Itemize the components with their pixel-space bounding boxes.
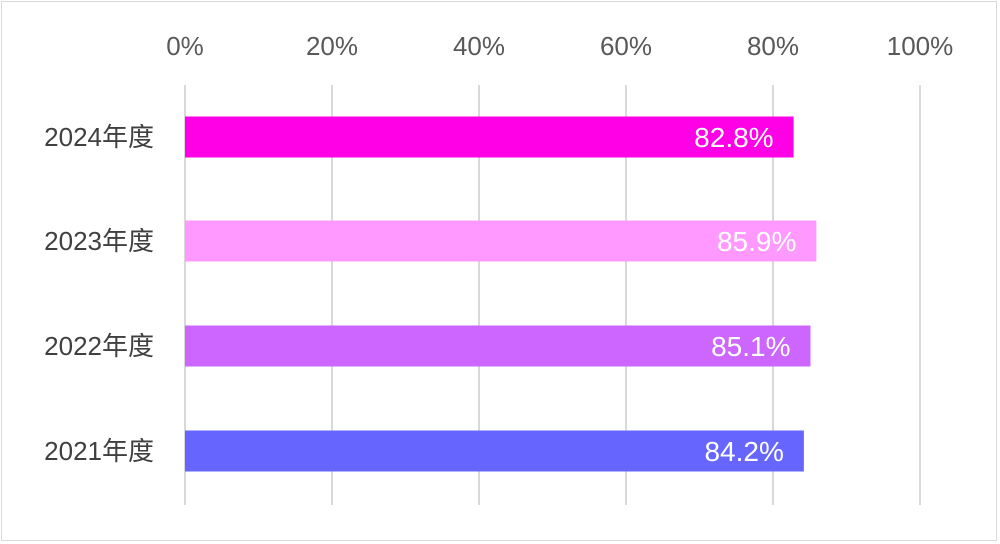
x-axis-tick-labels: 0% 20% 40% 60% 80% 100% [166, 31, 953, 61]
bar-2021年度 [185, 430, 804, 472]
data-labels: 82.8% 85.9% 85.1% 84.2% [694, 122, 796, 467]
data-label: 85.1% [711, 331, 790, 362]
data-label: 85.9% [717, 226, 796, 257]
category-labels: 2024年度 2023年度 2022年度 2021年度 [44, 122, 154, 466]
bar-2022年度 [185, 325, 811, 367]
bars [185, 116, 817, 472]
x-tick-label: 80% [747, 31, 799, 61]
category-label: 2021年度 [44, 436, 154, 466]
category-label: 2023年度 [44, 226, 154, 256]
x-tick-label: 60% [600, 31, 652, 61]
data-label: 84.2% [704, 436, 783, 467]
category-label: 2022年度 [44, 331, 154, 361]
category-label: 2024年度 [44, 122, 154, 152]
x-tick-label: 40% [453, 31, 505, 61]
data-label: 82.8% [694, 122, 773, 153]
bar-2023年度 [185, 220, 817, 262]
x-tick-label: 0% [166, 31, 204, 61]
x-tick-label: 100% [887, 31, 954, 61]
x-tick-label: 20% [306, 31, 358, 61]
bar-2024年度 [185, 116, 794, 158]
